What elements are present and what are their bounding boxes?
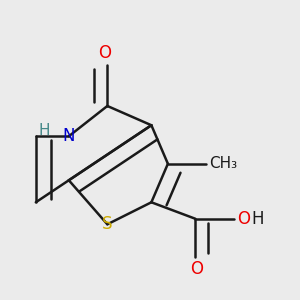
Text: O: O bbox=[237, 210, 250, 228]
Text: H: H bbox=[252, 210, 264, 228]
Text: S: S bbox=[102, 215, 112, 233]
Text: N: N bbox=[63, 127, 75, 145]
Text: O: O bbox=[98, 44, 111, 62]
Text: CH₃: CH₃ bbox=[209, 156, 237, 171]
Text: H: H bbox=[38, 123, 50, 138]
Text: O: O bbox=[190, 260, 203, 278]
